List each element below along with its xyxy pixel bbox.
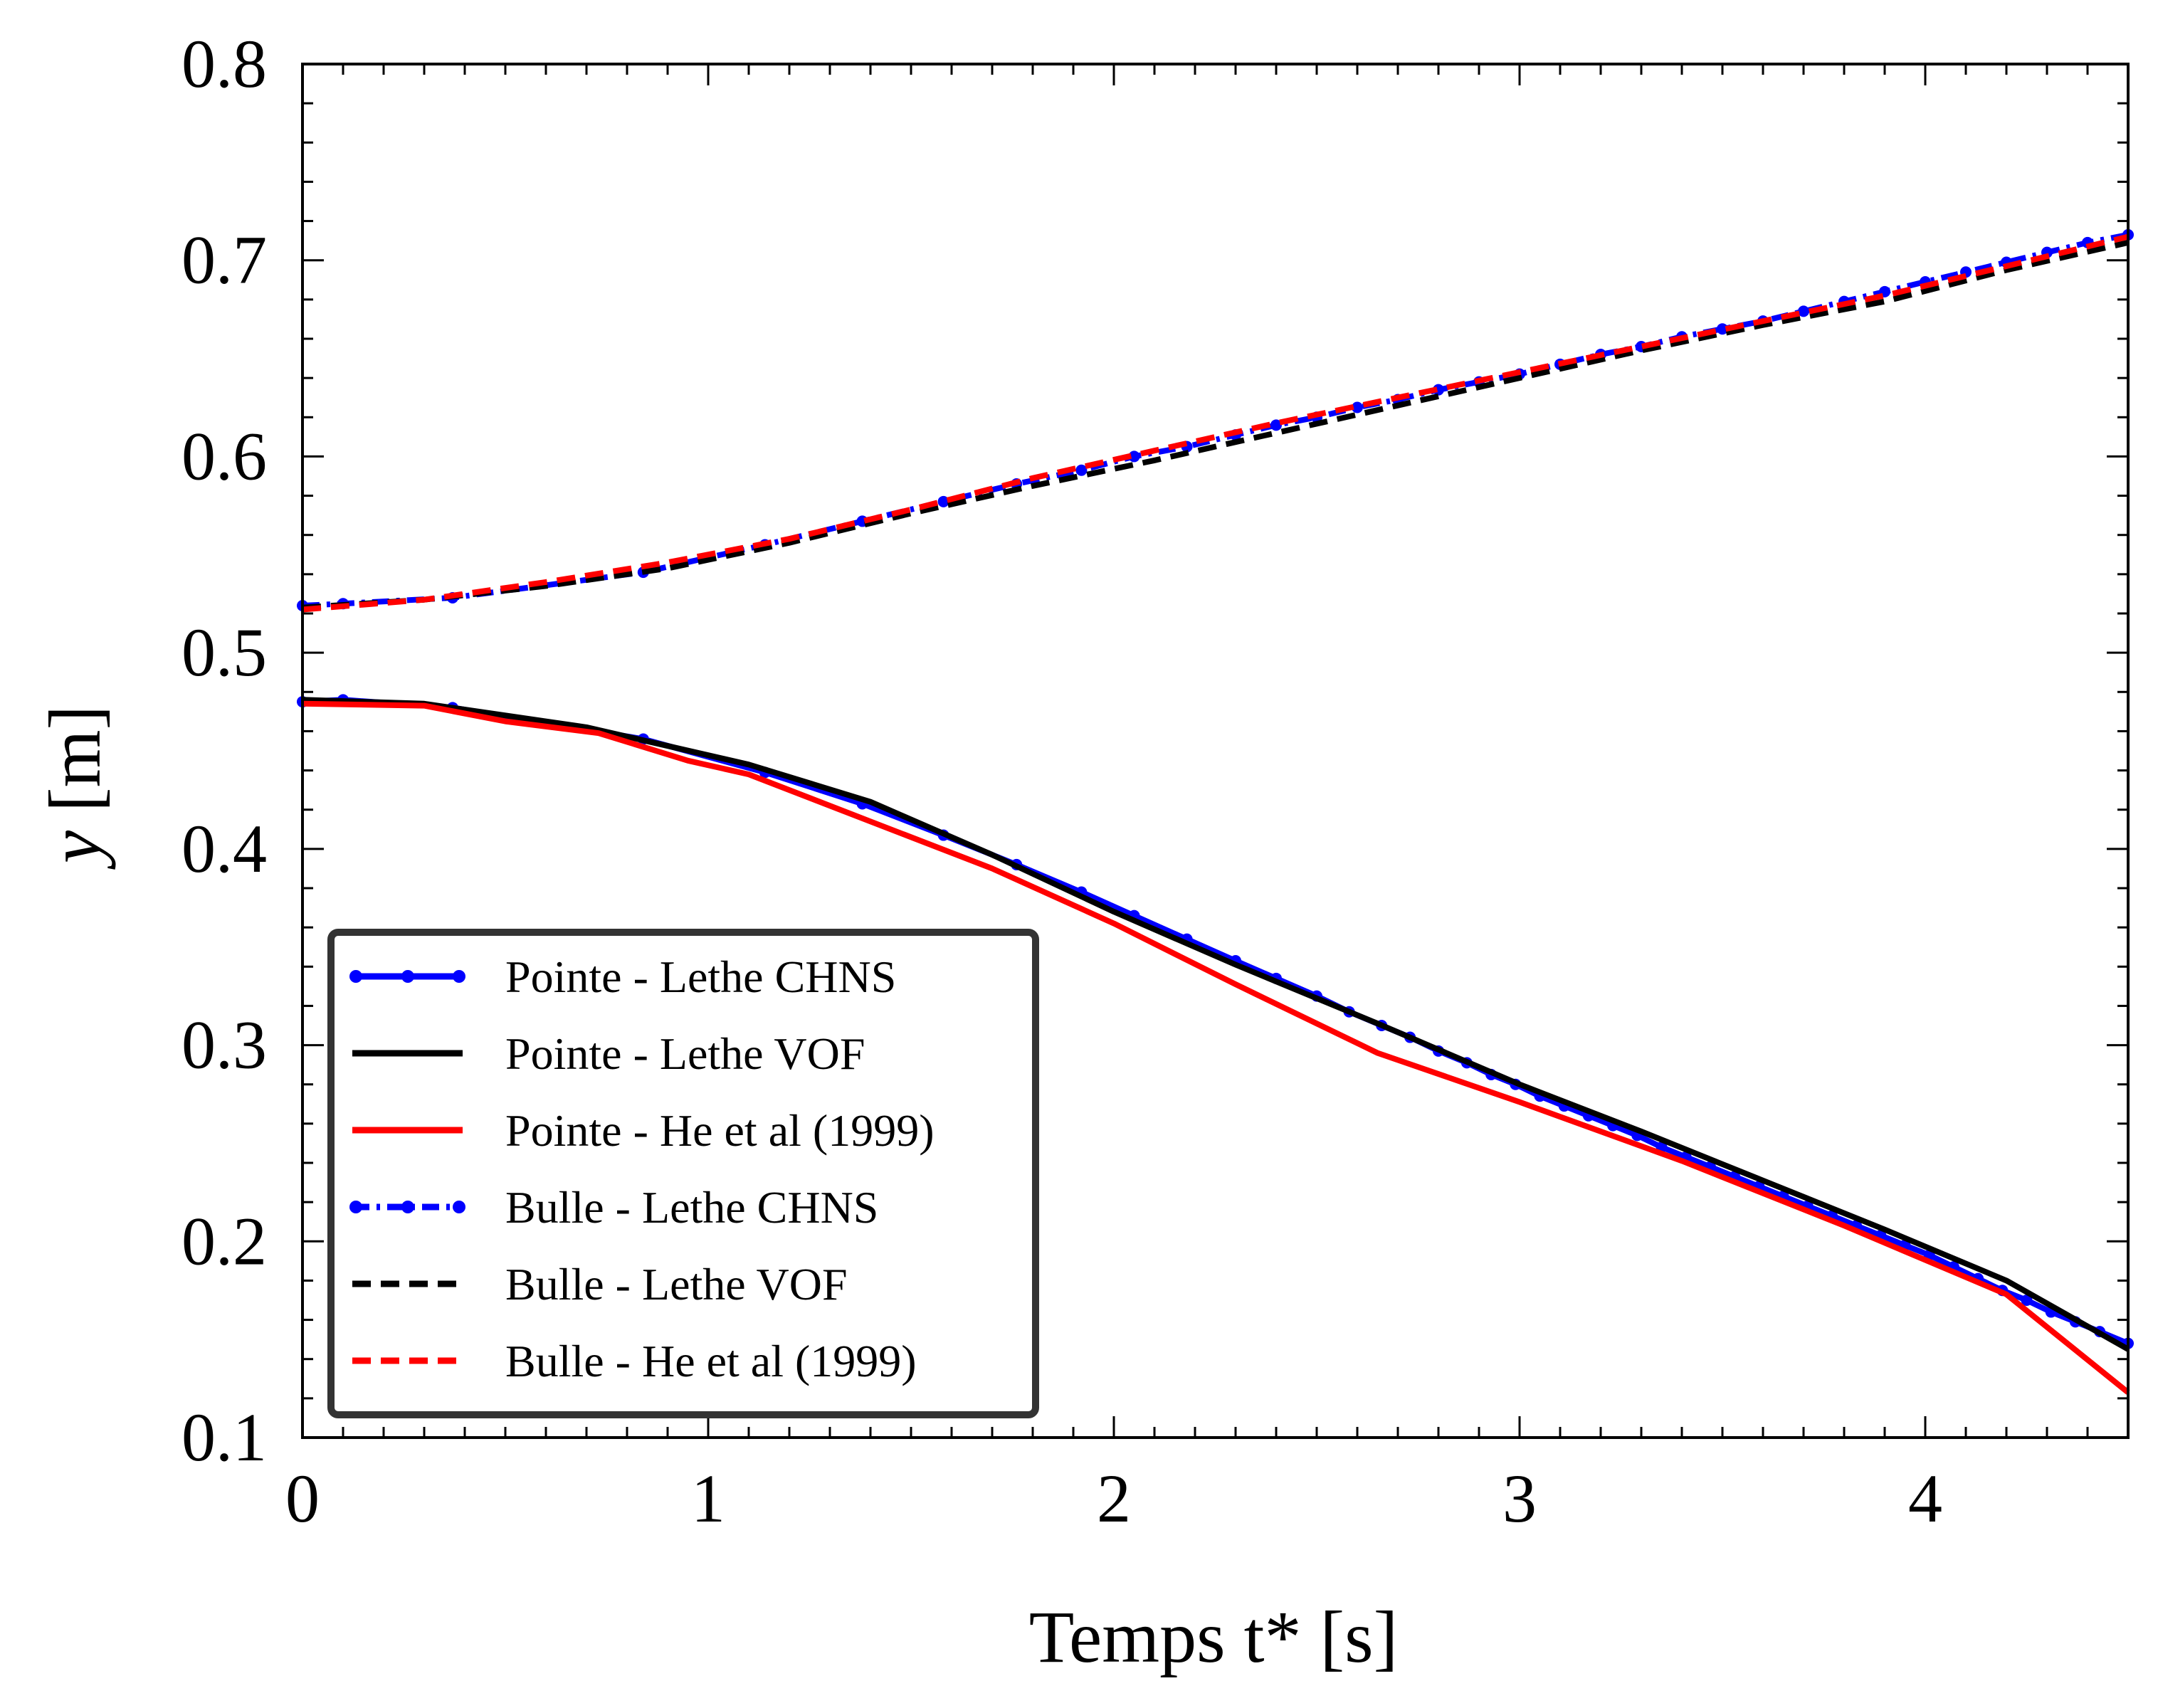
legend-entry: Pointe - He et al (1999) xyxy=(352,1105,935,1156)
legend-marker xyxy=(349,970,362,983)
y-tick-label: 0.4 xyxy=(181,811,267,887)
plot-frame xyxy=(301,63,2130,1439)
legend-label: Bulle - He et al (1999) xyxy=(505,1336,917,1386)
y-tick-label: 0.8 xyxy=(181,26,267,102)
x-tick-label: 2 xyxy=(1097,1460,1131,1536)
legend-entry: Bulle - He et al (1999) xyxy=(352,1336,917,1386)
legend-entry: Bulle - Lethe CHNS xyxy=(349,1182,878,1233)
series-line xyxy=(302,697,2130,1352)
y-axis-title: y [m] xyxy=(34,705,116,870)
x-tick-label: 0 xyxy=(285,1460,320,1536)
data-point xyxy=(1270,419,1282,431)
data-point xyxy=(1128,450,1140,463)
legend-label: Bulle - Lethe VOF xyxy=(505,1259,848,1309)
y-tick-label: 0.1 xyxy=(181,1399,267,1475)
x-tick-label: 4 xyxy=(1908,1460,1942,1536)
legend-entry: Bulle - Lethe VOF xyxy=(352,1259,848,1309)
legend-label: Pointe - He et al (1999) xyxy=(505,1105,935,1156)
series-bulle-lethe-chns xyxy=(297,228,2134,611)
series-bulle-lethe-vof xyxy=(302,239,2129,611)
legend-marker xyxy=(401,970,414,983)
series-line xyxy=(302,233,2129,613)
series-bulle-he-et-al-1999 xyxy=(302,233,2129,613)
data-point xyxy=(1352,401,1363,413)
data-point xyxy=(937,495,949,507)
legend-entry: Pointe - Lethe CHNS xyxy=(349,951,896,1002)
series-pointe-he-et-al-1999 xyxy=(302,700,2130,1395)
legend-label: Pointe - Lethe VOF xyxy=(505,1028,865,1079)
legend-entry: Pointe - Lethe VOF xyxy=(352,1028,865,1079)
series-line xyxy=(302,239,2129,611)
y-tick-label: 0.6 xyxy=(181,418,267,494)
series-pointe-lethe-vof xyxy=(302,697,2130,1352)
legend-marker xyxy=(453,1201,465,1213)
legend-marker xyxy=(349,1201,362,1213)
data-point xyxy=(1798,305,1809,317)
series-line xyxy=(302,231,2129,608)
y-axis-unit: [m] xyxy=(34,705,116,812)
legend-marker xyxy=(401,1201,414,1213)
y-tick-label: 0.7 xyxy=(181,222,267,298)
series-line xyxy=(302,700,2130,1395)
y-tick-label: 0.5 xyxy=(181,614,267,690)
data-point xyxy=(2021,1295,2033,1306)
legend-label: Bulle - Lethe CHNS xyxy=(505,1182,878,1233)
legend-label: Pointe - Lethe CHNS xyxy=(505,951,896,1002)
x-tick-label: 3 xyxy=(1502,1460,1537,1536)
y-tick-label: 0.3 xyxy=(181,1007,267,1083)
legend: Pointe - Lethe CHNS Pointe - Lethe VOF Poi… xyxy=(327,929,1039,1418)
data-point xyxy=(1075,464,1088,476)
y-axis-symbol: y xyxy=(34,830,116,870)
x-axis-title: Temps t* [s] xyxy=(1029,1596,1398,1678)
y-tick-label: 0.2 xyxy=(181,1203,267,1279)
plot-area xyxy=(297,228,2134,1395)
tick-labels: 0 1 2 3 4 0.1 0.2 0.3 0.4 0.5 0.6 0.7 0.8 xyxy=(181,26,1942,1536)
legend-marker xyxy=(453,970,465,983)
legend-box xyxy=(327,929,1039,1418)
x-tick-label: 1 xyxy=(691,1460,725,1536)
